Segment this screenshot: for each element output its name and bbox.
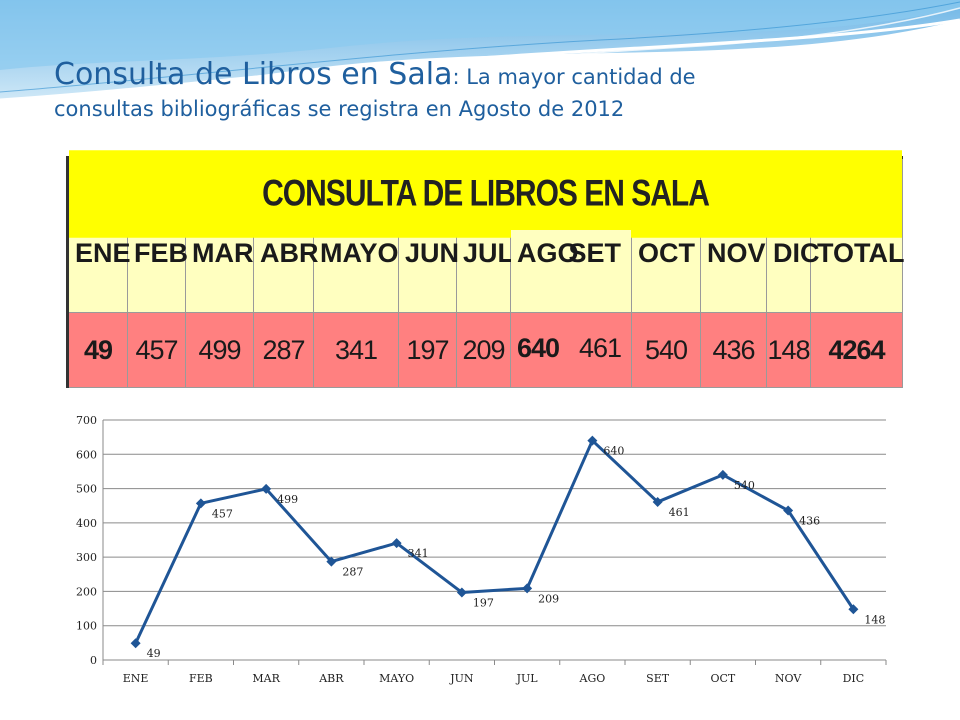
x-tick-label: MAYO xyxy=(379,672,414,685)
value-cell-mar: 499 xyxy=(185,312,254,388)
data-label: 49 xyxy=(147,647,161,660)
header-cell-ago-set: AGO SET xyxy=(510,229,632,313)
value-cell-mayo: 341 xyxy=(313,312,399,388)
data-label: 499 xyxy=(277,493,298,506)
value-cell-dic: 148 xyxy=(766,312,811,388)
x-tick-label: ABR xyxy=(318,672,344,685)
header-set: SET xyxy=(568,238,621,268)
header-cell-ene: ENE xyxy=(67,229,131,313)
consultation-table: CONSULTA DE LIBROS EN SALA ENE FEB MAR A… xyxy=(66,150,905,388)
header-cell-feb: FEB xyxy=(127,229,188,313)
data-point-marker xyxy=(587,435,598,446)
line-chart: 0 100 200 300 400 500 600 700 ENE FEB MAR ABR MAYO JU… xyxy=(76,414,887,685)
value-cell-ene: 49 xyxy=(67,312,128,388)
data-label: 436 xyxy=(799,515,820,528)
table-title: CONSULTA DE LIBROS EN SALA xyxy=(69,150,903,238)
data-label: 148 xyxy=(864,613,885,626)
value-cell-abr: 287 xyxy=(253,312,314,388)
header-cell-total: TOTAL xyxy=(809,229,905,313)
data-point-marker xyxy=(195,498,206,509)
data-label: 341 xyxy=(408,547,429,560)
value-ago: 640 xyxy=(517,333,560,363)
data-point-marker xyxy=(456,587,467,598)
x-tick-label: DIC xyxy=(843,672,865,685)
value-set: 461 xyxy=(578,333,622,363)
value-cell-ago-set: 640 461 xyxy=(510,312,632,388)
data-label: 640 xyxy=(603,445,624,458)
y-tick-label: 500 xyxy=(76,483,97,496)
header-cell-dic: DIC xyxy=(766,229,820,313)
data-point-marker xyxy=(652,496,663,507)
data-point-marker xyxy=(717,469,728,480)
data-point-marker xyxy=(326,556,337,567)
x-tick-label: NOV xyxy=(775,672,802,685)
slide-title: Consulta de Libros en Sala: La mayor can… xyxy=(54,56,934,122)
data-point-marker xyxy=(848,604,859,615)
y-tick-label: 300 xyxy=(76,551,97,564)
value-cell-feb: 457 xyxy=(127,312,186,388)
data-label: 457 xyxy=(212,507,233,520)
x-tick-label: OCT xyxy=(710,672,735,685)
x-tick-label: AGO xyxy=(579,672,606,685)
x-tick-label: ENE xyxy=(123,672,149,685)
value-cell-jul: 209 xyxy=(456,312,511,388)
data-point-marker xyxy=(391,538,402,549)
y-tick-label: 0 xyxy=(90,654,97,667)
header-cell-mar: MAR xyxy=(185,229,254,313)
data-label: 540 xyxy=(734,479,755,492)
data-label: 287 xyxy=(342,566,363,579)
y-tick-label: 600 xyxy=(76,448,97,461)
data-label: 209 xyxy=(538,592,559,605)
value-cell-oct: 540 xyxy=(631,312,701,388)
y-tick-label: 100 xyxy=(76,620,97,633)
data-point-marker xyxy=(522,583,533,594)
y-tick-label: 700 xyxy=(76,414,97,427)
y-tick-label: 200 xyxy=(76,585,97,598)
header-cell-abr: ABR xyxy=(253,229,319,313)
x-tick-label: JUN xyxy=(449,672,474,685)
x-tick-label: JUL xyxy=(516,672,539,685)
header-ago: AGO xyxy=(517,238,579,268)
value-cell-nov: 436 xyxy=(700,312,767,388)
data-label: 197 xyxy=(473,596,494,609)
data-label: 461 xyxy=(669,506,690,519)
x-tick-label: FEB xyxy=(189,672,213,685)
data-point-marker xyxy=(261,483,272,494)
data-point-marker xyxy=(130,638,141,649)
title-sub: : La mayor cantidad de xyxy=(452,65,696,89)
header-swoosh-decoration xyxy=(0,0,960,105)
header-cell-jul: JUL xyxy=(456,229,514,313)
header-cell-nov: NOV xyxy=(700,229,767,313)
header-cell-jun: JUN xyxy=(398,229,459,313)
title-main: Consulta de Libros en Sala xyxy=(54,57,453,92)
value-cell-total: 4264 xyxy=(809,312,904,388)
y-tick-label: 400 xyxy=(76,517,97,530)
x-tick-label: SET xyxy=(646,672,670,685)
value-cell-jun: 197 xyxy=(398,312,457,388)
table-title-row: CONSULTA DE LIBROS EN SALA xyxy=(66,150,904,238)
x-tick-label: MAR xyxy=(252,672,280,685)
series-line xyxy=(134,439,855,644)
header-cell-oct: OCT xyxy=(631,229,701,313)
header-cell-mayo: MAYO xyxy=(313,229,399,313)
title-line2: consultas bibliográficas se registra en … xyxy=(54,96,625,121)
data-point-marker xyxy=(783,505,794,516)
